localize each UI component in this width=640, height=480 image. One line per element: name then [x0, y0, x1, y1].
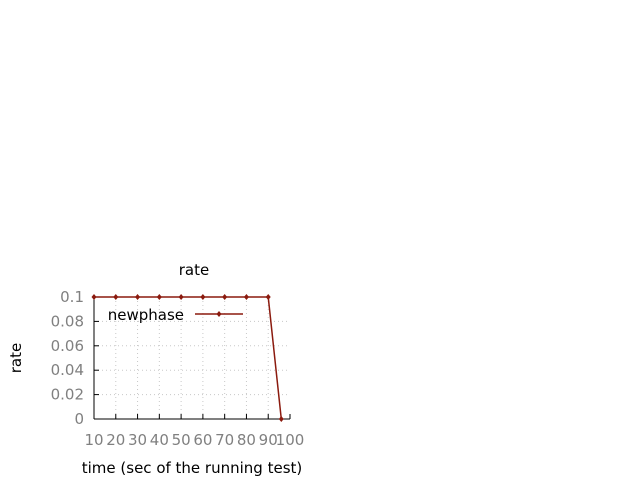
data-point [113, 294, 119, 300]
grid [94, 297, 290, 419]
y-tick-label: 0.08 [51, 312, 84, 330]
x-tick-label: 10 [84, 431, 103, 449]
x-tick-label: 50 [172, 431, 191, 449]
y-axis-label: rate [7, 343, 25, 373]
x-tick-label: 40 [150, 431, 169, 449]
chart-title: rate [179, 261, 209, 279]
legend: newphase [108, 306, 243, 324]
series-line-newphase [94, 296, 283, 420]
data-point [91, 294, 97, 300]
x-tick-label: 70 [215, 431, 234, 449]
x-tick-label: 60 [193, 431, 212, 449]
data-point [200, 294, 206, 300]
y-tick-label: 0.04 [51, 361, 84, 379]
data-point [222, 294, 228, 300]
y-tick-label: 0.02 [51, 386, 84, 404]
x-tick-label: 30 [128, 431, 147, 449]
data-point [243, 294, 249, 300]
x-tick-label: 20 [106, 431, 125, 449]
data-point [278, 416, 284, 422]
data-point [156, 294, 162, 300]
data-point [135, 294, 141, 300]
series-layer [91, 294, 284, 422]
x-tick-label: 100 [276, 431, 305, 449]
data-point [265, 294, 271, 300]
legend-label-newphase: newphase [108, 306, 184, 324]
y-tick-label: 0 [74, 410, 84, 428]
y-tick-label: 0.1 [60, 288, 84, 306]
y-tick-label: 0.06 [51, 337, 84, 355]
legend-marker-sample [216, 311, 222, 317]
x-tick-label: 80 [237, 431, 256, 449]
data-point [178, 294, 184, 300]
x-axis-label: time (sec of the running test) [82, 459, 303, 477]
x-tick-label: 90 [259, 431, 278, 449]
